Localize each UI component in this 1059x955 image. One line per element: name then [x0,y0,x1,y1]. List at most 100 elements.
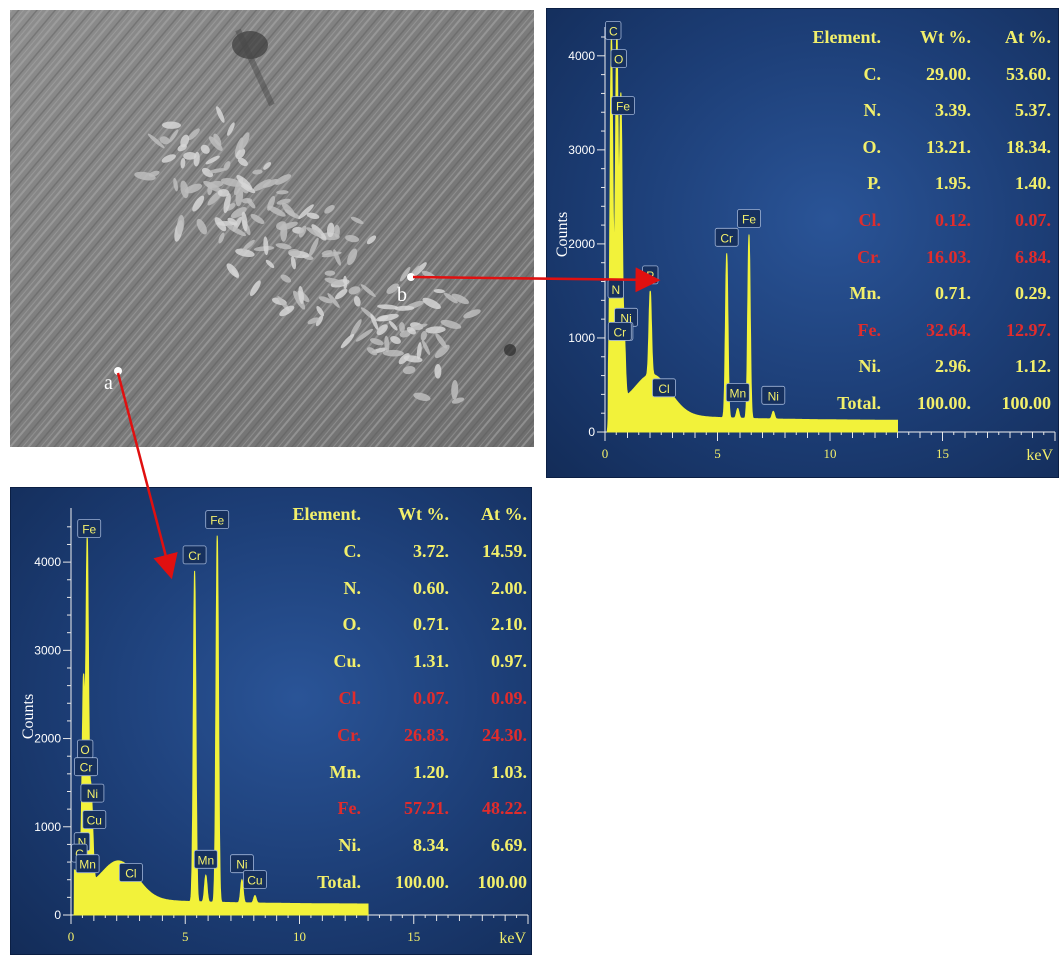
x-tick-label: 0 [602,446,609,461]
peak-label: C [609,24,618,38]
bacterium-cell [324,277,345,286]
table-row: Total. 100.00. 100.00 [783,393,1053,415]
bacterium-cell [399,322,405,333]
bacterium-cell [348,286,361,295]
cell-wt: 0.60. [413,577,449,598]
x-tick-label: 5 [714,446,721,461]
bacterium-cell [192,195,205,212]
bacterium-cell [227,122,235,136]
peak-label-box [737,209,761,228]
cell-wt: 32.64. [926,319,971,340]
bacterium-cell [316,306,325,317]
bacterium-cell [340,333,355,349]
table-row: Total. 100.00. 100.00 [261,872,529,894]
cell-at: 2.00. [491,577,527,598]
bacterium-cell [242,239,255,251]
table-row: Cl. 0.12. 0.07. [783,210,1053,232]
y-axis-label: Counts [20,694,37,739]
bacterium-cell [315,315,324,327]
cell-element: N. [343,577,362,598]
cell-element: Cl. [338,688,362,708]
bacterium-cell [293,290,306,310]
bacterium-cell [226,224,247,237]
bacterium-cell [433,289,445,294]
composition-table-a: Element. Wt %. At %. C. 3.72. 14.59. N. 0.60. 2.… [261,504,529,904]
bacterium-cell [390,336,401,344]
bacterium-cell [180,134,190,148]
bacterium-cell [280,223,288,242]
peak-label: Fe [742,213,756,227]
cell-at: 5.37. [1015,100,1051,121]
y-tick-label: 3000 [568,143,595,157]
bacterium-cell [241,211,248,232]
peak-label: Cr [720,231,733,245]
y-tick-label: 0 [54,908,61,922]
peak-label: Cl [658,382,669,396]
bacterium-cell [353,296,361,307]
cell-wt: 0.07. [413,688,449,708]
peak-label-box [610,49,627,68]
y-tick-label: 2000 [568,237,595,251]
bacterium-cell [298,204,314,219]
cell-wt: 8.34. [413,835,449,856]
bacterium-cell [360,284,376,298]
peak-label-box [611,96,635,115]
peak-label: Mn [729,387,746,401]
table-row: C. 29.00. 53.60. [783,64,1053,86]
peak-label-box [607,321,632,341]
cell-at: 2.10. [491,614,527,635]
bacterium-cell [386,283,399,294]
cell-at: 0.29. [1015,283,1051,304]
peak-label: Mn [79,858,96,872]
cell-at: 0.09. [491,688,527,708]
cell-wt: 3.39. [935,100,971,121]
bacterium-cell [147,133,165,149]
bacterium-cell [425,326,446,334]
point-b-label: b [397,284,407,306]
bacterium-cell [398,353,410,365]
table-header-row: Element. Wt %. At %. [783,27,1053,49]
table-row: Fe. 32.64. 12.97. [783,320,1053,342]
point-a-label: a [104,372,113,394]
table-row: Mn. 0.71. 0.29. [783,283,1053,305]
bacterium-cell [377,304,399,310]
cell-at: 0.07. [1015,210,1051,230]
bacterium-cell [366,347,378,356]
peak-label-box [605,20,622,40]
cell-element: C. [343,540,362,561]
bacterium-cell [236,175,253,190]
peak-label: Ni [768,389,779,403]
bacterium-cell [263,161,272,170]
bacterium-cell [180,180,189,199]
bacterium-cell [279,305,295,317]
bacterium-cell [200,144,210,154]
bacterium-cell [370,313,379,330]
peak-label: Cu [247,874,262,888]
y-tick-label: 2000 [34,732,61,746]
cell-element: Mn. [329,761,362,782]
bacterium-cell [288,248,301,257]
bacterium-cell [420,330,427,341]
table-row: Fe. 57.21. 48.22. [261,798,529,820]
peak-label-box [761,385,786,405]
bacterium-cell [237,157,248,167]
bacterium-cell [394,305,415,311]
cell-at: 12.97. [1006,319,1051,340]
bacterium-cell [159,136,170,145]
bacterium-cell [342,275,348,290]
bacterium-cell [318,296,333,304]
peak-label: Fe [210,514,224,528]
bacterium-cell [324,204,335,214]
table-row: Mn. 1.20. 1.03. [261,762,529,784]
bacterium-cell [422,297,441,309]
bacterium-cell [280,274,292,283]
bacterium-cell [226,263,240,278]
peak-label-box [242,870,267,890]
bacterium-cell [345,234,360,243]
bacterium-cell [416,342,422,360]
x-tick-label: 5 [182,929,189,944]
cell-at: 100.00 [1001,393,1052,413]
bacterium-cell [307,317,320,325]
composition-table-b: Element. Wt %. At %. C. 29.00. 53.60. N. 3.39. 5… [783,27,1053,427]
bacterium-cell [306,227,322,238]
